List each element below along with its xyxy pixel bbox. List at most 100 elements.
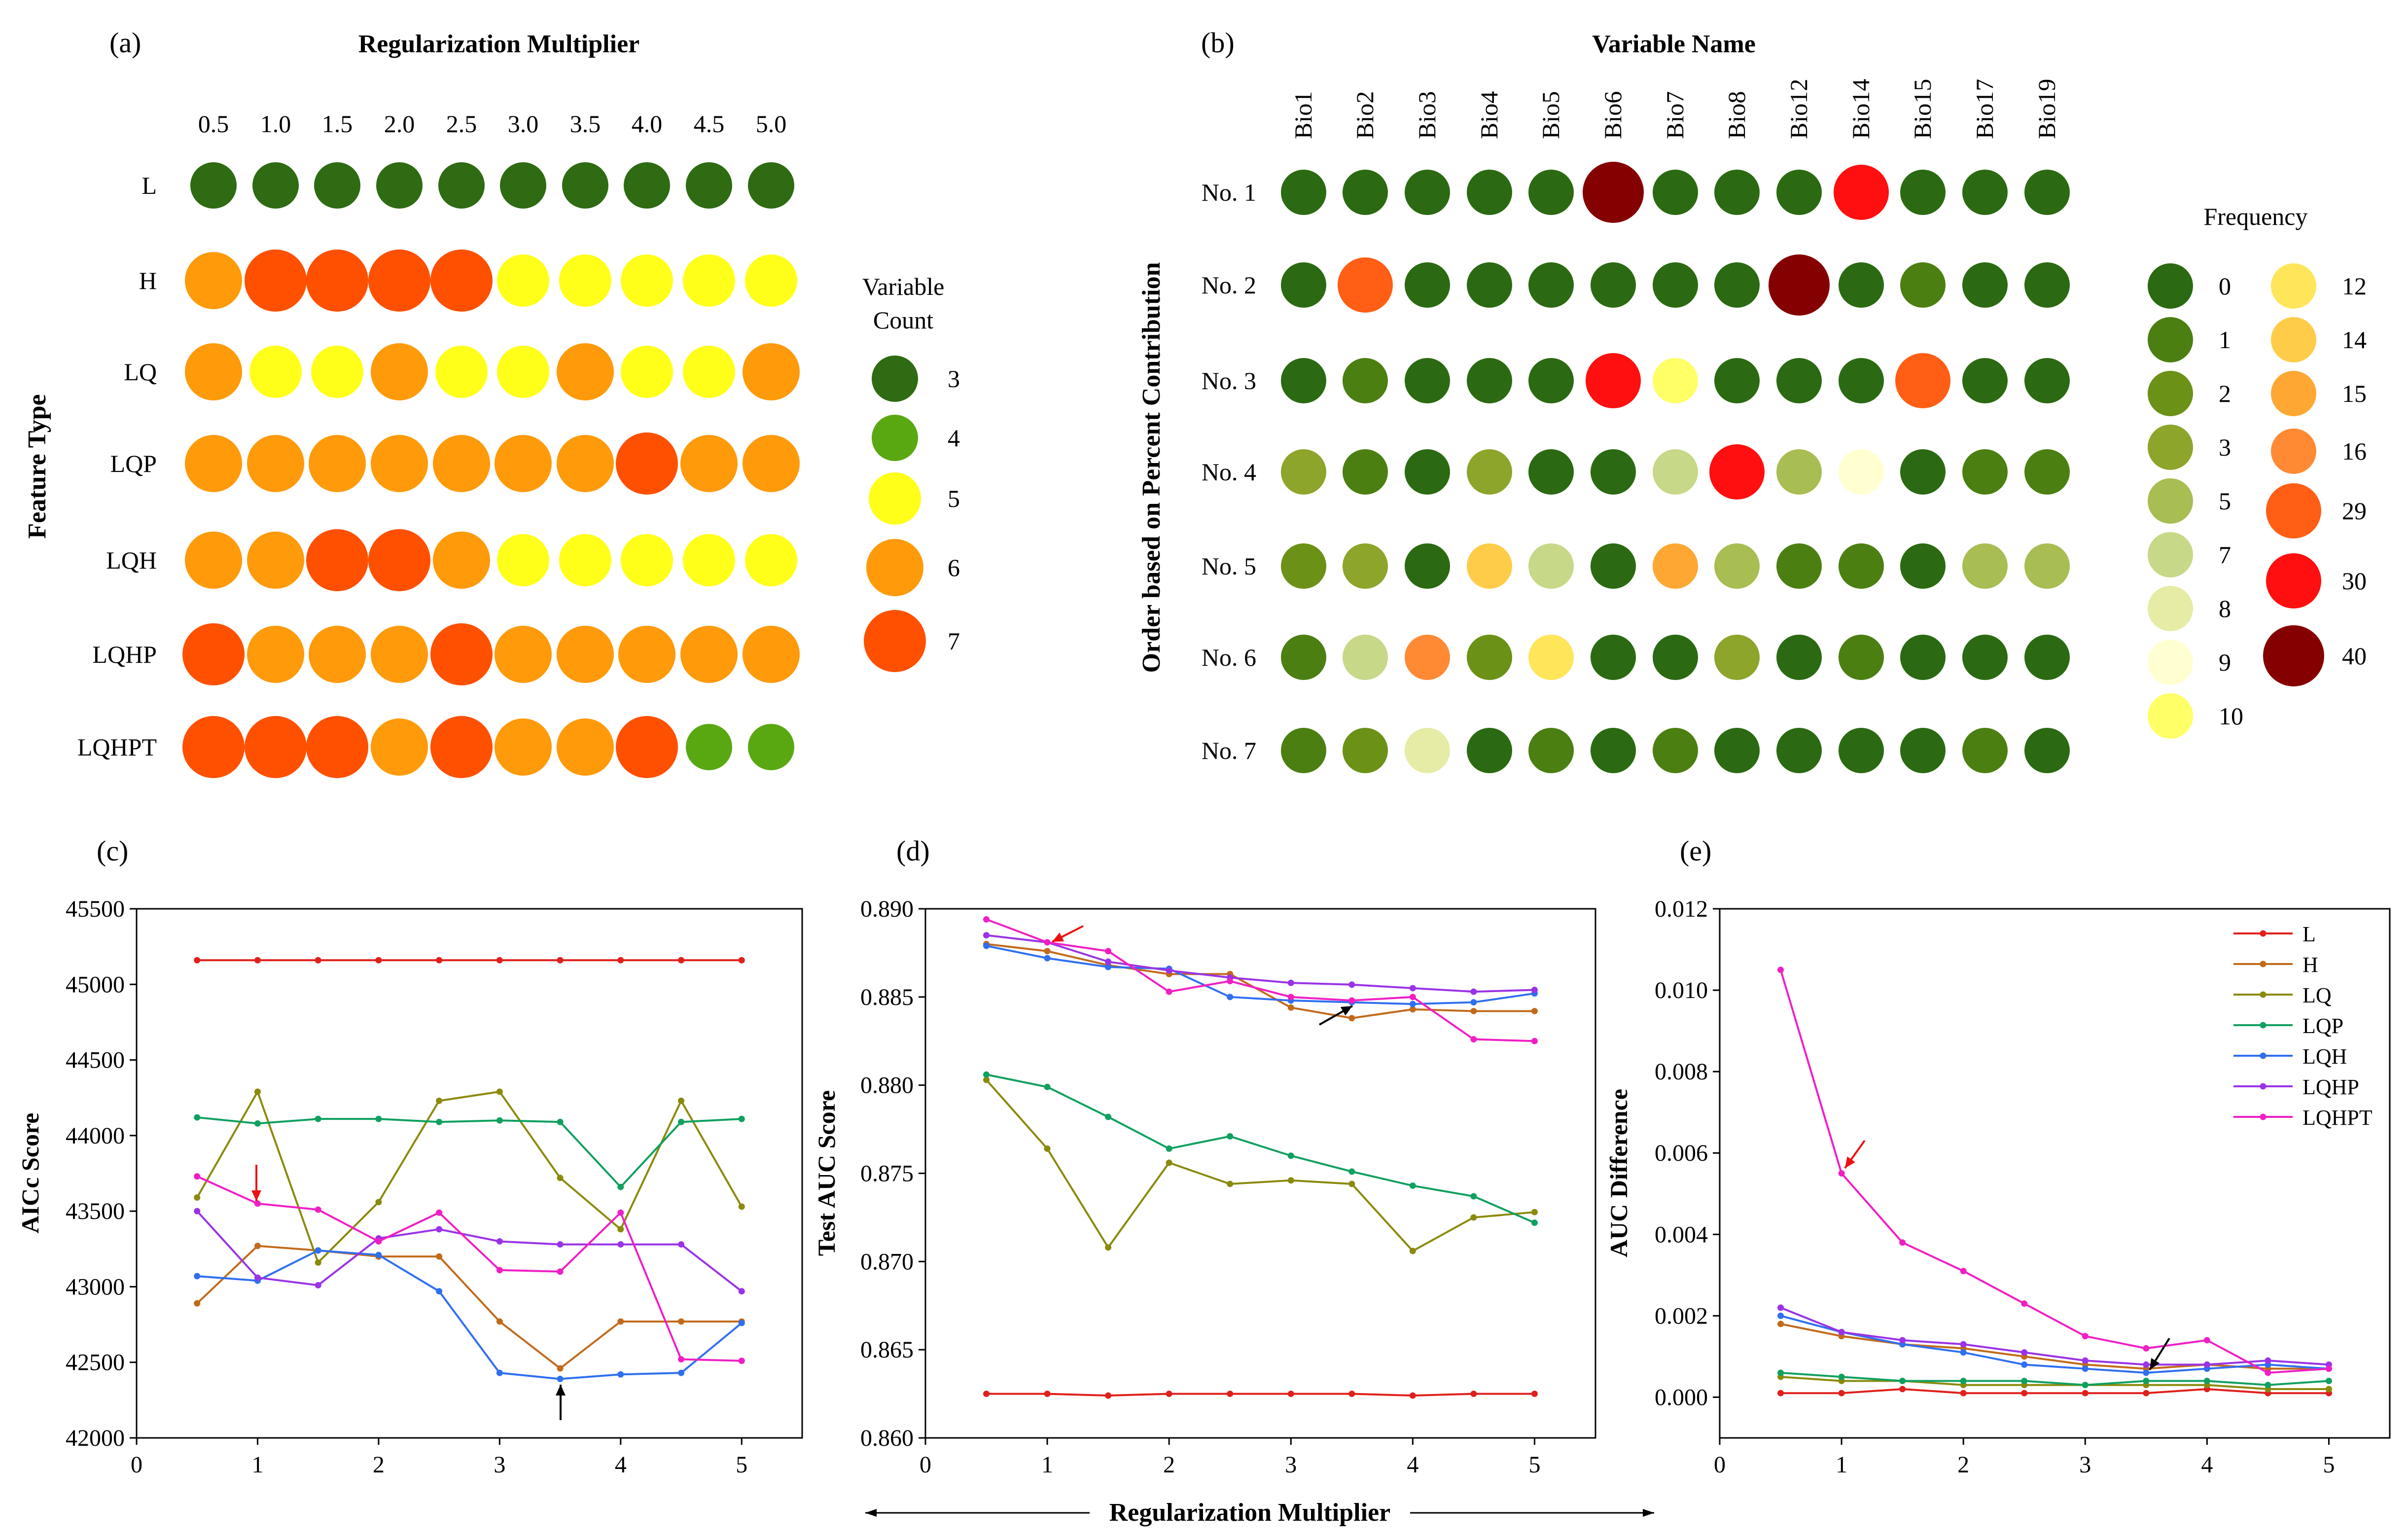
bubble [1528,449,1574,495]
legend-label: 30 [2342,567,2367,595]
bubble [2024,635,2070,680]
y-tick-label: 0.890 [860,896,914,922]
bubble [2024,358,2070,403]
data-point [436,1253,443,1260]
plot-frame [136,908,803,1439]
legend-label: 12 [2342,272,2367,300]
legend-marker [2260,991,2266,998]
legend-label: 3 [948,365,960,393]
data-point [1166,988,1172,995]
column-label: Bio19 [2033,79,2060,139]
data-point [1531,1007,1538,1014]
bubble [245,716,307,778]
data-point [738,1320,745,1326]
column-label: Bio6 [1599,91,1627,139]
bubble [1900,728,1946,773]
data-point [983,932,990,939]
bubble [1467,449,1512,495]
bubble [495,718,552,776]
data-point [254,1243,261,1250]
series-line-lqp [197,1116,742,1189]
data-point [2203,1361,2210,1368]
data-point [1348,1015,1355,1022]
data-point [1287,1004,1294,1011]
data-point [678,1356,685,1363]
y-tick-label: 45500 [66,896,125,922]
data-point [2143,1377,2150,1384]
data-point [1838,1328,1845,1335]
bubble [624,162,670,209]
y-tick-label: 0.006 [1655,1140,1708,1166]
data-point [557,1118,564,1125]
bubble [745,534,797,586]
data-point [436,1209,443,1216]
legend-label: 40 [2342,642,2367,670]
bubble [1467,728,1512,773]
annotation-arrowhead [1340,1006,1352,1016]
data-point [617,957,624,964]
bubble [1776,449,1822,495]
bubble [185,343,242,400]
data-point [1777,1369,1784,1376]
row-label: LQH [106,546,157,574]
legend-marker [2260,1083,2266,1090]
column-label: Bio17 [1971,79,1998,139]
data-point [738,1203,745,1210]
data-point [2082,1333,2089,1340]
legend-marker [2260,930,2266,937]
panel-label: (b) [1201,27,1235,59]
data-point [1166,1391,1172,1397]
data-point [738,1358,745,1364]
panel-label: (c) [97,835,128,867]
data-point [2082,1390,2089,1396]
bubble [1839,635,1884,680]
legend-swatch [866,539,923,596]
data-point [2265,1357,2271,1364]
data-point [2265,1382,2271,1389]
bubble [1405,728,1450,773]
bubble [1343,358,1388,403]
column-label: 3.0 [508,110,539,138]
series-line-h [986,943,1535,1019]
bubble [1962,449,2008,495]
data-point [315,1259,321,1266]
bubble [1653,358,1698,403]
column-label: 3.5 [570,110,601,138]
legend-label: 1 [2219,326,2231,354]
x-tick-label: 5 [2323,1452,2335,1478]
y-tick-label: 0.875 [860,1161,914,1187]
legend-swatch [2271,429,2316,474]
row-label: No. 3 [1202,367,1256,394]
bubble [1343,449,1388,495]
panel-title: Variable Name [1592,30,1756,58]
bubble [748,162,794,209]
bubble [430,250,493,312]
data-point [254,1274,261,1281]
bubble [247,435,304,492]
y-tick-label: 0.012 [1655,896,1708,922]
bubble [247,626,304,683]
legend-marker [2260,1113,2266,1120]
row-label: No. 4 [1202,458,1256,486]
row-label: H [139,267,157,294]
data-point [496,957,503,964]
legend-label: 8 [2219,595,2231,622]
data-point [983,1071,990,1078]
bubble [1653,543,1698,589]
bubble [2024,262,2070,308]
bubble [1714,358,1760,403]
bubble [1528,635,1574,680]
data-point [1899,1239,1906,1246]
series-line-lq [196,1089,743,1265]
bubble [680,626,738,683]
data-point [436,1288,443,1295]
legend-label: 4 [948,424,960,452]
bubble [371,343,428,400]
legend-swatch [872,356,918,402]
data-point [1899,1377,1906,1384]
bubble [376,162,423,209]
column-label: 1.5 [322,110,353,138]
legend-label: 2 [2219,380,2231,407]
bubble [2024,728,2070,773]
panel-label: (e) [1680,835,1711,867]
